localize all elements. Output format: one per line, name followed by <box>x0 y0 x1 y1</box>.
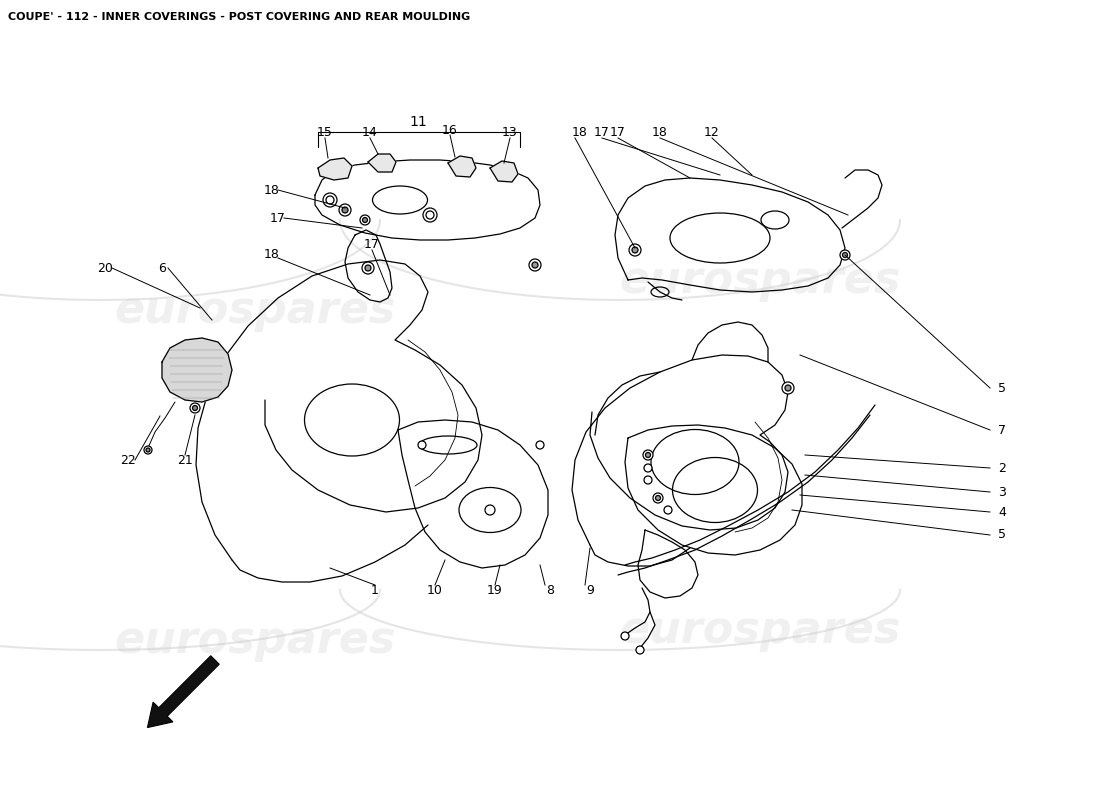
Circle shape <box>532 262 538 268</box>
Text: 4: 4 <box>998 506 1005 518</box>
Circle shape <box>653 493 663 503</box>
Polygon shape <box>162 338 232 402</box>
Text: 12: 12 <box>704 126 719 139</box>
Text: 17: 17 <box>594 126 609 139</box>
Text: 15: 15 <box>317 126 333 139</box>
Circle shape <box>632 247 638 253</box>
Text: 7: 7 <box>998 423 1006 437</box>
Circle shape <box>426 211 434 219</box>
Text: COUPE' - 112 - INNER COVERINGS - POST COVERING AND REAR MOULDING: COUPE' - 112 - INNER COVERINGS - POST CO… <box>8 12 471 22</box>
Circle shape <box>782 382 794 394</box>
Circle shape <box>363 218 367 222</box>
Text: 13: 13 <box>502 126 518 139</box>
Circle shape <box>418 441 426 449</box>
Text: 19: 19 <box>487 583 503 597</box>
Circle shape <box>644 476 652 484</box>
Circle shape <box>485 505 495 515</box>
Circle shape <box>644 464 652 472</box>
Text: 17: 17 <box>610 126 626 139</box>
Circle shape <box>190 403 200 413</box>
Circle shape <box>843 253 847 258</box>
Text: 18: 18 <box>264 249 279 262</box>
Text: 18: 18 <box>264 183 279 197</box>
Circle shape <box>644 450 653 460</box>
Text: eurospares: eurospares <box>619 258 901 302</box>
Circle shape <box>323 193 337 207</box>
Text: 18: 18 <box>572 126 587 139</box>
Text: 18: 18 <box>652 126 668 139</box>
Circle shape <box>339 204 351 216</box>
Text: eurospares: eurospares <box>114 618 396 662</box>
Text: 20: 20 <box>97 262 113 274</box>
Text: 5: 5 <box>998 529 1006 542</box>
Circle shape <box>656 495 660 501</box>
Circle shape <box>192 406 198 410</box>
Text: 17: 17 <box>364 238 380 251</box>
Circle shape <box>424 208 437 222</box>
Polygon shape <box>368 154 396 172</box>
Text: 6: 6 <box>158 262 166 274</box>
Circle shape <box>342 207 348 213</box>
Circle shape <box>664 506 672 514</box>
Circle shape <box>840 250 850 260</box>
Circle shape <box>636 646 644 654</box>
Circle shape <box>360 215 370 225</box>
Text: 10: 10 <box>427 583 443 597</box>
Text: 2: 2 <box>998 462 1005 474</box>
Circle shape <box>785 385 791 391</box>
Text: 17: 17 <box>271 211 286 225</box>
Text: 1: 1 <box>371 583 378 597</box>
Text: 3: 3 <box>998 486 1005 498</box>
Circle shape <box>536 441 544 449</box>
Circle shape <box>529 259 541 271</box>
Circle shape <box>326 196 334 204</box>
Text: 16: 16 <box>442 123 458 137</box>
Circle shape <box>365 265 371 271</box>
Circle shape <box>646 453 650 458</box>
Circle shape <box>621 632 629 640</box>
FancyArrow shape <box>147 656 219 727</box>
Polygon shape <box>318 158 352 180</box>
Text: 11: 11 <box>409 115 427 129</box>
Circle shape <box>629 244 641 256</box>
Polygon shape <box>490 161 518 182</box>
Circle shape <box>146 448 150 452</box>
Text: 5: 5 <box>998 382 1006 394</box>
Text: 8: 8 <box>546 583 554 597</box>
Circle shape <box>362 262 374 274</box>
Polygon shape <box>448 156 476 177</box>
Text: 21: 21 <box>177 454 192 466</box>
Text: 14: 14 <box>362 126 378 139</box>
Text: eurospares: eurospares <box>114 289 396 331</box>
Circle shape <box>144 446 152 454</box>
Text: 9: 9 <box>586 583 594 597</box>
Text: 22: 22 <box>120 454 136 466</box>
Text: eurospares: eurospares <box>619 609 901 651</box>
